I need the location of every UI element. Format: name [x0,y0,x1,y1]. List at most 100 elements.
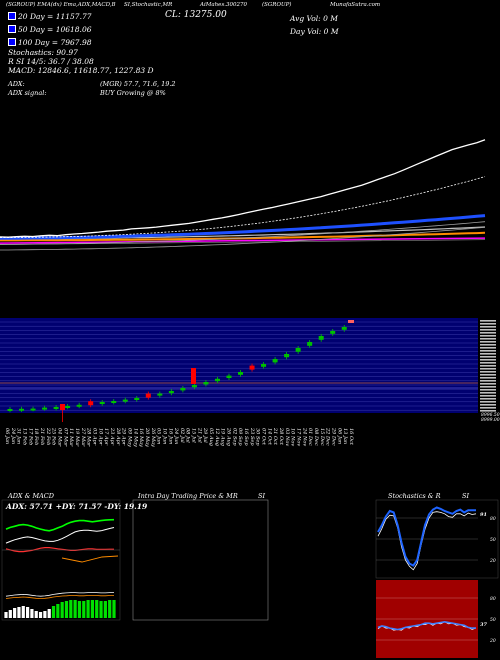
date-tick-label: 31 Jan [16,428,22,444]
price-scale-tick [480,395,496,397]
date-tick-label: 07 Oct [261,428,267,446]
candle-body [168,391,174,394]
rsi-level-label: 80 [490,596,496,602]
stoch-value-tag: 91 [480,512,487,518]
date-tick-label: 07 Mar [62,428,68,447]
date-tick-label: 17 Feb [27,428,33,445]
header-indicators-line-2: AiMahes.300270 [200,2,248,8]
stoch-level-label: 20 [489,558,496,564]
price-scale-tick [480,323,496,325]
ema100-swatch [8,38,16,46]
candle-panel-bg [0,318,478,413]
date-tick-label: 05 Jun [156,428,162,444]
price-scale-tick [480,389,496,391]
macd-hist-bar [38,612,43,618]
header-indicators-line: SI,Stochastic,MR [124,2,173,8]
price-scale-tick [480,362,496,364]
site-label: MunafaSutra.com [330,2,381,8]
ema50-legend: 50 Day = 10618.06 [8,25,92,34]
date-tick-label: 10 Apr [97,428,103,446]
price-scale-tick [480,335,496,337]
macd-hist-bar [4,612,8,618]
date-tick-label: 28 Mar [86,427,92,447]
price-scale-tick [480,404,496,406]
macd-hist-bar [13,608,17,618]
candle-body [284,354,290,358]
date-tick-label: 29 Apr [121,427,127,446]
macd-hist-bar [43,611,47,618]
date-tick-label: 08 Jul [185,428,191,443]
date-tick-label: 10 Jun [161,428,167,444]
price-scale-tick [480,371,496,373]
date-tick-label: 11 Mar [68,428,74,447]
intraday-panel [132,499,269,621]
adx-label: ADX: [8,80,25,88]
candle-body [53,407,59,409]
date-tick-label: 26 May [150,427,156,447]
adx-macd-title: ADX & MACD [8,492,54,500]
date-tick-label: 09 May [126,428,132,447]
macd-hist-bar [73,600,77,618]
price-scale-tick [480,374,496,376]
date-tick-label: 27 Mar [80,427,86,447]
candle-body [249,365,255,370]
date-tick-label: 26 Aug [226,427,232,446]
candle-body [191,385,197,388]
adx-orange-line [61,555,119,563]
date-tick-label: 20 May [144,427,150,447]
stoch-k-line [377,506,476,567]
candle-body [111,401,117,403]
header-symbol-line: (SGROUP) EMA(dx) Ema,ADX,MACD,B [6,2,116,8]
macd-hist-bar [90,600,94,618]
price-scale-tick [480,350,496,352]
macd-hist-bar [103,601,107,618]
series-cl [0,139,486,238]
date-tick-label: 22 Dec [325,427,331,446]
price-scale-tick [480,359,496,361]
date-tick-label: 13 Jan [342,428,348,444]
candle-big-red [191,368,196,384]
macd-signal-line [5,595,114,599]
macd-hist-bar [34,611,38,618]
date-tick-label: 24 Nov [301,427,307,446]
date-tick-label: 04 Mar [57,428,63,447]
price-scale-tick [480,326,496,328]
buy-signal: BUY Growing @ 8% [100,89,166,97]
price-scale-low-2: 8999.00 [481,418,500,423]
candle-body [65,406,71,408]
macd-hist-bar [56,604,60,618]
candle-body [203,382,209,385]
date-tick-label: 23 Sep [249,427,255,446]
macd-hist-bar [69,600,73,618]
close-price: CL: 13275.00 [165,10,227,20]
date-tick-label: 30 Sep [255,428,261,446]
macd-hist-bar [86,600,90,618]
date-tick-label: 03 Nov [284,428,290,446]
rsi-level-label: 50 [490,617,496,623]
stoch-title: Stochastics & R [388,492,441,500]
candle-body [30,408,36,411]
price-scale-tick [480,356,496,358]
price-scale-tick [480,341,496,343]
date-tick-label: 16 Sep [243,428,249,446]
date-tick-label: 15 Dec [319,428,325,446]
price-scale-tick [480,332,496,334]
date-tick-label: 23 Apr [109,427,115,446]
price-ema-chart [0,139,486,251]
day-volume: Day Vol: 0 M [290,27,339,36]
price-scale-low: 8996.50 [481,413,500,418]
series-20-day [0,176,486,238]
date-tick-label: 22 Feb [45,427,51,445]
candle-last [348,320,354,323]
rsi-line [377,620,476,631]
stochastics-value: Stochastics: 90.97 [8,48,78,57]
macd-hist-bar [51,606,56,618]
candle-body [19,408,25,411]
macd-hist-bar [99,601,103,618]
date-tick-label: 19 Aug [220,428,226,446]
mgr-values: (MGR) 57.7, 71.6, 19.2 [100,80,176,88]
adx-line [5,527,115,544]
adx-values: ADX: 57.71 +DY: 71.57 -DY: 19.19 [6,502,148,511]
ema-band-0 [0,221,486,245]
